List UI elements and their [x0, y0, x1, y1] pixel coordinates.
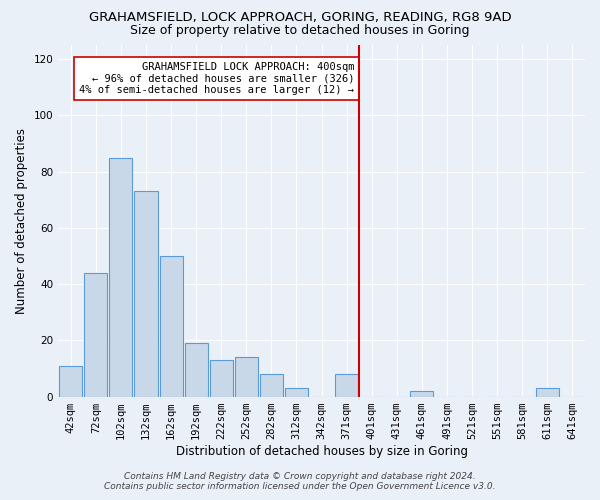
- Bar: [59, 366, 82, 396]
- Bar: [536, 388, 559, 396]
- Bar: [335, 374, 358, 396]
- Bar: [109, 158, 133, 396]
- Y-axis label: Number of detached properties: Number of detached properties: [15, 128, 28, 314]
- Text: GRAHAMSFIELD LOCK APPROACH: 400sqm
← 96% of detached houses are smaller (326)
4%: GRAHAMSFIELD LOCK APPROACH: 400sqm ← 96%…: [79, 62, 354, 95]
- Bar: [410, 391, 433, 396]
- Text: Size of property relative to detached houses in Goring: Size of property relative to detached ho…: [130, 24, 470, 37]
- Bar: [260, 374, 283, 396]
- Bar: [84, 273, 107, 396]
- Text: GRAHAMSFIELD, LOCK APPROACH, GORING, READING, RG8 9AD: GRAHAMSFIELD, LOCK APPROACH, GORING, REA…: [89, 11, 511, 24]
- Text: Contains HM Land Registry data © Crown copyright and database right 2024.
Contai: Contains HM Land Registry data © Crown c…: [104, 472, 496, 491]
- Bar: [285, 388, 308, 396]
- X-axis label: Distribution of detached houses by size in Goring: Distribution of detached houses by size …: [176, 444, 467, 458]
- Bar: [134, 192, 158, 396]
- Bar: [235, 357, 258, 397]
- Bar: [185, 343, 208, 396]
- Bar: [160, 256, 182, 396]
- Bar: [209, 360, 233, 397]
